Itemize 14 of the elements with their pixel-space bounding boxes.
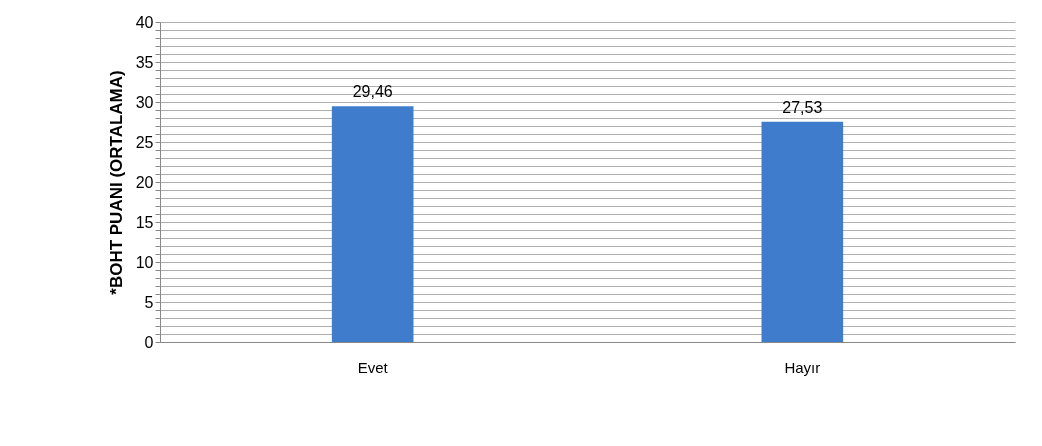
y-tick-label: 40 <box>135 13 154 31</box>
x-tick-label: Hayır <box>784 358 821 376</box>
data-label: 29,46 <box>352 83 393 101</box>
y-tick-label: 0 <box>144 333 154 351</box>
y-tick-label: 30 <box>135 93 154 111</box>
data-label: 27,53 <box>782 98 823 116</box>
y-tick-label: 20 <box>135 173 154 191</box>
y-tick-label: 25 <box>135 133 154 151</box>
y-tick-label: 10 <box>135 253 154 271</box>
y-tick-label: 35 <box>135 53 154 71</box>
y-tick-label: 15 <box>135 213 154 231</box>
y-axis-title: *BOHT PUANI (ORTALAMA) <box>106 70 126 295</box>
x-tick-label: Evet <box>357 358 389 376</box>
y-tick-label: 5 <box>144 293 154 311</box>
